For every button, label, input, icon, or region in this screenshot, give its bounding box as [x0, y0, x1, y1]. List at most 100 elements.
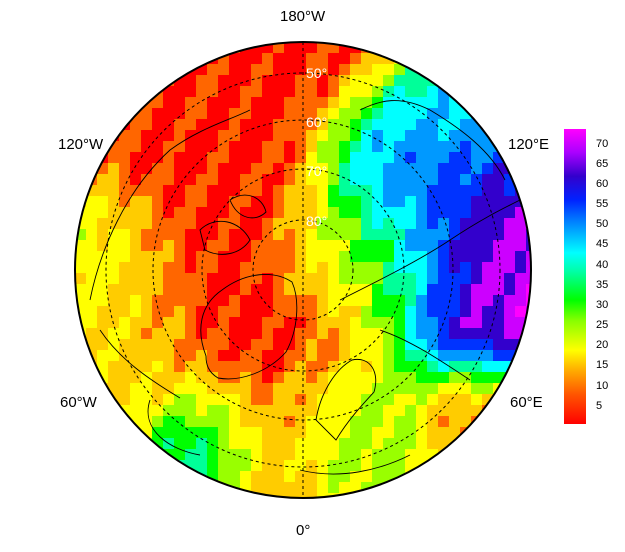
- data-cell: [460, 196, 472, 208]
- data-cell: [460, 262, 472, 274]
- data-cell: [328, 53, 340, 65]
- data-cell: [163, 306, 175, 318]
- data-cell: [449, 273, 461, 285]
- data-cell: [163, 361, 175, 373]
- data-cell: [339, 295, 351, 307]
- data-cell: [240, 383, 252, 395]
- data-cell: [240, 141, 252, 153]
- data-cell: [471, 141, 483, 153]
- data-cell: [229, 64, 241, 76]
- data-cell: [515, 240, 527, 252]
- data-cell: [504, 229, 516, 241]
- data-cell: [163, 229, 175, 241]
- data-cell: [218, 141, 230, 153]
- data-cell: [394, 449, 406, 461]
- data-cell: [383, 471, 395, 483]
- data-cell: [262, 449, 274, 461]
- data-cell: [185, 350, 197, 362]
- data-cell: [97, 207, 109, 219]
- data-cell: [229, 383, 241, 395]
- data-cell: [119, 361, 131, 373]
- data-cell: [130, 119, 142, 131]
- data-cell: [152, 141, 164, 153]
- data-cell: [394, 64, 406, 76]
- data-cell: [108, 229, 120, 241]
- data-cell: [460, 394, 472, 406]
- cb-tick-60: 60: [596, 178, 609, 190]
- data-cell: [306, 372, 318, 384]
- data-cell: [328, 97, 340, 109]
- data-cell: [185, 405, 197, 417]
- data-cell: [383, 372, 395, 384]
- data-cell: [130, 196, 142, 208]
- data-cell: [218, 64, 230, 76]
- data-cell: [196, 119, 208, 131]
- data-cell: [218, 284, 230, 296]
- data-cell: [119, 339, 131, 351]
- data-cell: [460, 174, 472, 186]
- data-cell: [141, 86, 153, 98]
- data-cell: [240, 119, 252, 131]
- data-cell: [328, 438, 340, 450]
- data-cell: [262, 196, 274, 208]
- data-cell: [394, 284, 406, 296]
- data-cell: [218, 240, 230, 252]
- data-cell: [482, 372, 494, 384]
- data-cell: [372, 42, 384, 54]
- data-cell: [119, 273, 131, 285]
- data-cell: [515, 207, 527, 219]
- data-cell: [119, 284, 131, 296]
- data-cell: [141, 218, 153, 230]
- data-cell: [350, 460, 362, 472]
- data-cell: [361, 251, 373, 263]
- data-cell: [251, 460, 263, 472]
- data-cell: [405, 141, 417, 153]
- data-cell: [416, 130, 428, 142]
- data-cell: [306, 251, 318, 263]
- data-cell: [196, 196, 208, 208]
- data-cell: [108, 383, 120, 395]
- data-cell: [394, 273, 406, 285]
- data-cell: [152, 416, 164, 428]
- data-cell: [229, 86, 241, 98]
- data-cell: [152, 75, 164, 87]
- data-cell: [328, 394, 340, 406]
- data-cell: [273, 438, 285, 450]
- data-cell: [152, 427, 164, 439]
- data-cell: [240, 97, 252, 109]
- data-cell: [350, 284, 362, 296]
- data-cell: [295, 427, 307, 439]
- data-cell: [119, 394, 131, 406]
- data-cell: [218, 427, 230, 439]
- data-cell: [383, 218, 395, 230]
- data-cell: [273, 295, 285, 307]
- data-cell: [328, 141, 340, 153]
- data-cell: [504, 152, 516, 164]
- data-cell: [262, 152, 274, 164]
- data-cell: [196, 449, 208, 461]
- data-cell: [108, 405, 120, 417]
- data-cell: [207, 394, 219, 406]
- data-cell: [174, 240, 186, 252]
- data-cell: [130, 350, 142, 362]
- data-cell: [295, 449, 307, 461]
- data-cell: [449, 218, 461, 230]
- data-cell: [372, 53, 384, 65]
- data-cell: [438, 427, 450, 439]
- data-cell: [108, 152, 120, 164]
- data-cell: [394, 130, 406, 142]
- data-cell: [141, 163, 153, 175]
- data-cell: [339, 240, 351, 252]
- data-cell: [339, 339, 351, 351]
- data-cell: [460, 119, 472, 131]
- data-cell: [471, 130, 483, 142]
- data-cell: [526, 273, 531, 285]
- data-cell: [273, 196, 285, 208]
- data-cell: [416, 174, 428, 186]
- data-cell: [207, 416, 219, 428]
- data-cell: [493, 251, 505, 263]
- data-cell: [218, 207, 230, 219]
- data-cell: [471, 306, 483, 318]
- data-cell: [141, 196, 153, 208]
